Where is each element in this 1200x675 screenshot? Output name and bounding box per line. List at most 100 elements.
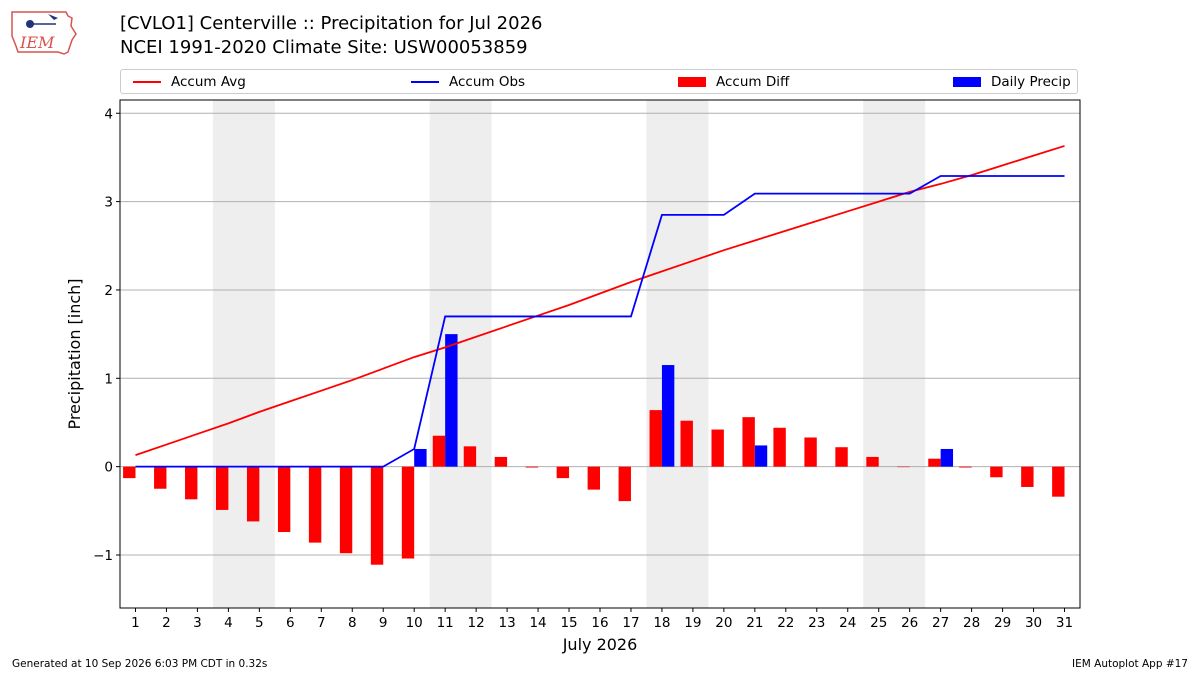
diff-bar: [216, 466, 229, 510]
diff-bar: [277, 466, 291, 533]
diff-bar: [680, 420, 693, 467]
legend-item-accum-obs: Accum Obs: [411, 70, 525, 93]
x-tick-label: 24: [839, 615, 856, 631]
x-tick-label: 3: [193, 615, 202, 631]
x-tick-label: 1: [131, 615, 140, 631]
diff-bar: [742, 417, 755, 467]
legend-label: Accum Obs: [449, 73, 526, 90]
chart-legend: Accum Avg Accum Obs Accum Diff Daily Precip: [120, 69, 1078, 94]
chart-title: [CVLO1] Centerville :: Precipitation for…: [120, 13, 543, 34]
daily-precip-bar: [940, 448, 954, 467]
x-tick-label: 29: [994, 615, 1011, 631]
daily-precip-bar: [661, 365, 675, 467]
diff-bar: [1021, 466, 1034, 487]
legend-swatch: [953, 76, 981, 87]
x-tick-label: 8: [348, 615, 357, 631]
x-tick-label: 6: [286, 615, 295, 631]
generated-timestamp: Generated at 10 Sep 2026 6:03 PM CDT in …: [12, 658, 268, 670]
diff-bar: [897, 466, 910, 468]
legend-label: Accum Avg: [171, 73, 246, 90]
diff-bar: [401, 466, 415, 559]
x-tick-label: 19: [684, 615, 701, 631]
diff-bar: [835, 447, 848, 467]
x-axis-label: July 2026: [562, 635, 638, 654]
x-tick-label: 16: [591, 615, 608, 631]
diff-bar: [308, 466, 322, 543]
x-tick-label: 30: [1025, 615, 1042, 631]
x-tick-label: 14: [529, 615, 546, 631]
diff-bar: [959, 466, 972, 468]
weekend-shade: [863, 100, 926, 608]
x-tick-label: 21: [746, 615, 763, 631]
diff-bar: [773, 427, 786, 467]
weekend-shade: [646, 100, 709, 608]
x-tick-label: 23: [808, 615, 825, 631]
legend-label: Accum Diff: [716, 73, 790, 90]
x-tick-label: 17: [622, 615, 639, 631]
diff-bar: [370, 466, 384, 565]
diff-bar: [463, 446, 477, 467]
series-line-accum-avg: [135, 145, 1065, 457]
x-tick-label: 2: [162, 615, 171, 631]
legend-item-accum-avg: Accum Avg: [133, 70, 246, 93]
x-tick-label: 22: [777, 615, 794, 631]
chart-subtitle: NCEI 1991-2020 Climate Site: USW00053859: [120, 37, 528, 58]
x-tick-label: 26: [901, 615, 918, 631]
diff-bar: [556, 466, 570, 479]
weekend-shade: [429, 100, 492, 608]
legend-swatch: [133, 80, 161, 83]
iem-logo: IEM: [11, 11, 77, 55]
x-tick-label: 28: [963, 615, 980, 631]
x-tick-label: 5: [255, 615, 264, 631]
legend-swatch: [411, 80, 439, 83]
x-tick-label: 9: [379, 615, 388, 631]
diff-bar: [123, 466, 136, 479]
daily-precip-bar: [414, 448, 427, 467]
y-axis-label: Precipitation [inch]: [65, 278, 84, 429]
y-tick-label: 2: [104, 283, 113, 299]
x-tick-label: 10: [406, 615, 423, 631]
x-tick-label: 4: [224, 615, 233, 631]
diff-bar: [494, 456, 508, 467]
legend-item-daily-precip: Daily Precip: [953, 70, 1071, 93]
diff-bar: [185, 466, 198, 500]
diff-bar: [866, 456, 879, 467]
x-tick-label: 11: [437, 615, 454, 631]
diff-bar: [587, 466, 600, 490]
x-tick-label: 13: [499, 615, 516, 631]
daily-precip-bar: [445, 334, 458, 467]
x-tick-label: 7: [317, 615, 326, 631]
app-credit: IEM Autoplot App #17: [1072, 658, 1188, 670]
y-tick-label: 0: [104, 460, 113, 476]
diff-bar: [525, 466, 539, 468]
legend-swatch: [678, 76, 706, 87]
diff-bar: [990, 466, 1003, 478]
iowa-map-outline: [11, 11, 77, 55]
diff-bar: [339, 466, 353, 554]
diff-bar: [711, 429, 724, 467]
diff-bar: [154, 466, 167, 489]
x-tick-label: 27: [932, 615, 949, 631]
y-tick-label: 1: [104, 371, 113, 387]
x-tick-label: 18: [653, 615, 670, 631]
diff-bar: [246, 466, 260, 522]
diff-bar: [928, 458, 941, 467]
x-tick-label: 25: [870, 615, 887, 631]
x-tick-label: 15: [560, 615, 577, 631]
y-tick-label: 4: [104, 106, 113, 122]
x-tick-label: 31: [1056, 615, 1073, 631]
x-tick-label: 20: [715, 615, 732, 631]
diff-bar: [432, 435, 446, 467]
x-tick-label: 12: [468, 615, 485, 631]
series-line-accum-obs: [135, 175, 1065, 468]
diff-bar: [618, 466, 631, 502]
logo-text: IEM: [19, 33, 55, 52]
diff-bar: [649, 410, 662, 467]
diff-bar: [804, 437, 817, 467]
daily-precip-bar: [754, 445, 768, 467]
diff-bar: [1052, 466, 1065, 497]
y-tick-label: −1: [93, 548, 113, 564]
y-tick-label: 3: [104, 195, 113, 211]
weekend-shade: [212, 100, 275, 608]
